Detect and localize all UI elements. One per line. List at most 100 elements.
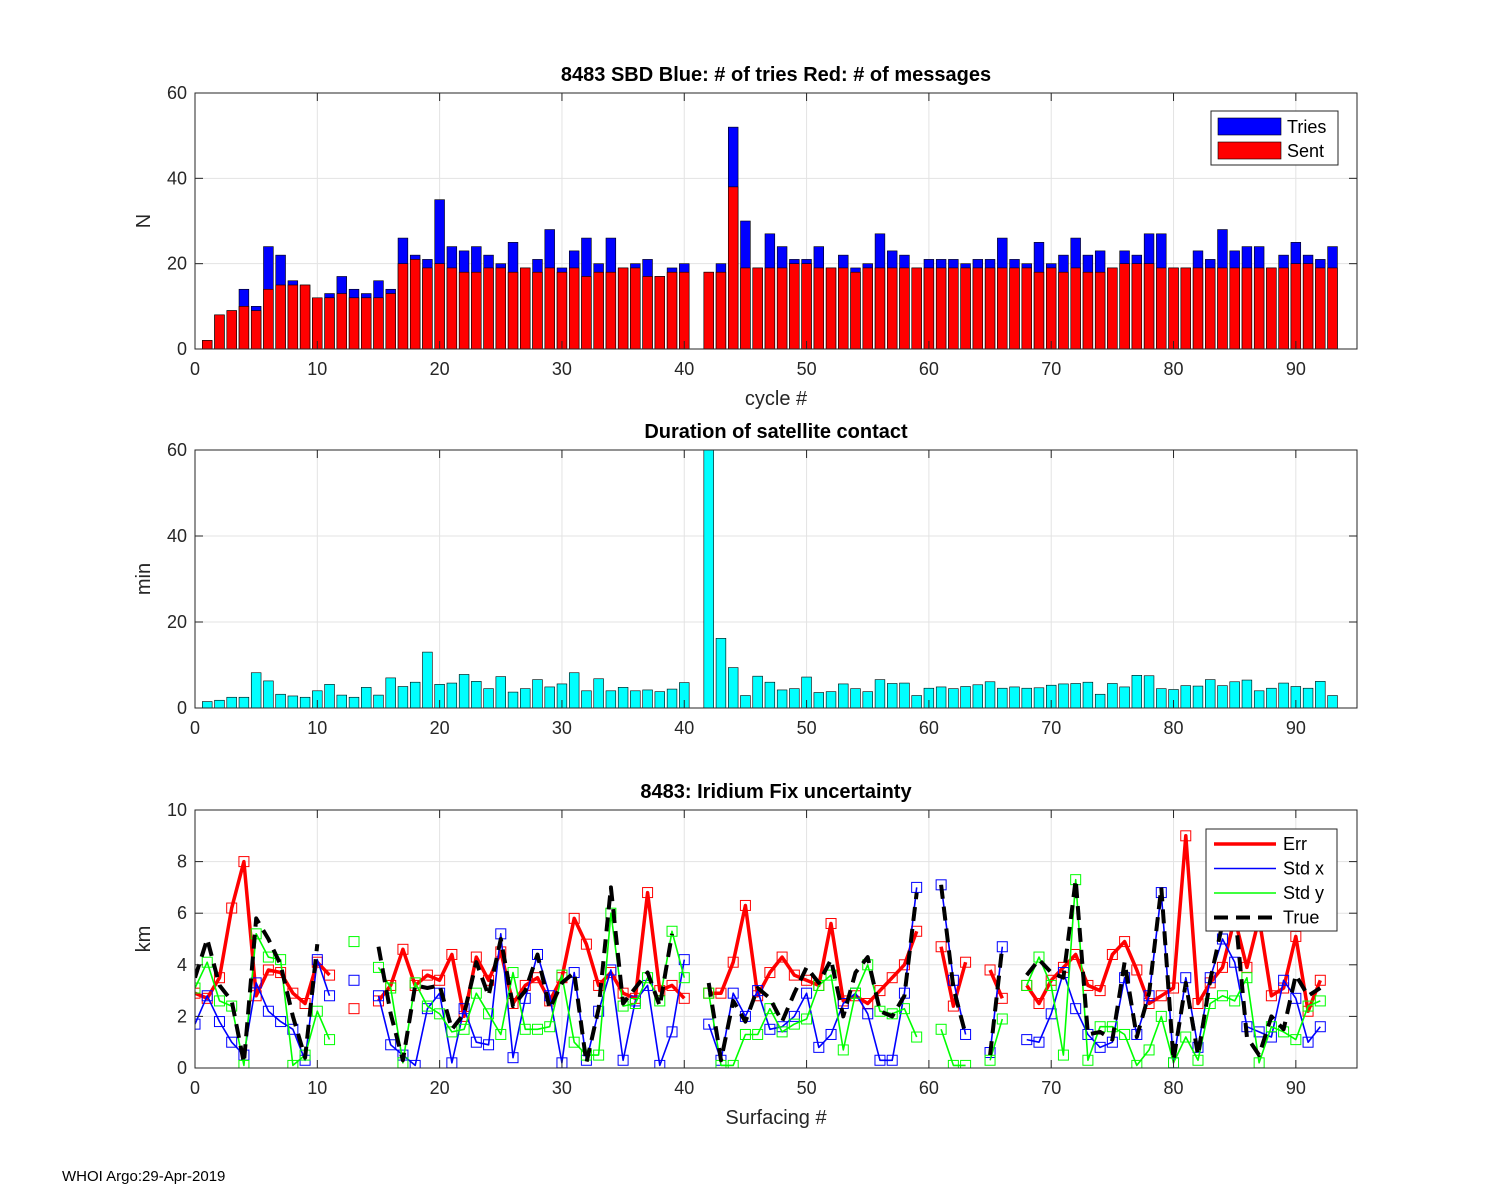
- legend: Err Std x Std y True: [1205, 828, 1338, 932]
- sent-bar: [1205, 267, 1216, 350]
- x-tick-label: 30: [552, 359, 572, 379]
- duration-bar: [740, 695, 751, 709]
- sent-bar: [483, 267, 494, 350]
- sent-bar: [348, 297, 360, 350]
- sent-bar: [874, 267, 886, 350]
- sent-bar: [507, 271, 519, 350]
- sent-bar: [361, 297, 372, 350]
- std-x-marker: [1070, 1003, 1082, 1015]
- x-tick-label: 20: [430, 1078, 450, 1098]
- sent-bar: [385, 293, 396, 350]
- sent-bar: [446, 267, 458, 350]
- x-tick-label: 80: [1164, 359, 1184, 379]
- std-y-marker: [1033, 951, 1045, 963]
- std-y-marker: [1155, 1010, 1167, 1022]
- chart-title: 8483: Iridium Fix uncertainty: [640, 781, 912, 803]
- std-x-marker: [213, 1016, 225, 1028]
- err-marker: [678, 992, 690, 1004]
- x-tick-label: 30: [552, 1078, 572, 1098]
- std-x-marker: [654, 1059, 666, 1068]
- sent-bar: [581, 276, 592, 350]
- duration-bar: [1033, 687, 1045, 709]
- sent-bar: [250, 310, 262, 350]
- duration-bar: [226, 696, 237, 709]
- duration-bar: [263, 680, 274, 709]
- sent-bar: [1217, 267, 1228, 350]
- err-marker: [984, 964, 996, 976]
- chart-title: 8483 SBD Blue: # of tries Red: # of mess…: [561, 64, 991, 86]
- std-x-marker: [1278, 974, 1290, 986]
- err-marker: [1265, 990, 1277, 1002]
- chart-title: Duration of satellite contact: [644, 421, 908, 443]
- sent-bar: [654, 276, 665, 350]
- std-y-marker: [935, 1023, 947, 1035]
- std-y-marker: [1131, 1059, 1143, 1068]
- std-x-marker: [275, 1016, 287, 1028]
- x-tick-label: 90: [1286, 359, 1306, 379]
- err-marker: [776, 951, 788, 963]
- sent-bar: [532, 271, 543, 350]
- std-x-marker: [1192, 1041, 1204, 1053]
- x-tick-label: 60: [919, 359, 939, 379]
- std-x-marker: [996, 941, 1008, 953]
- legend-label: Tries: [1287, 117, 1326, 137]
- duration-bar: [874, 679, 886, 709]
- err-marker: [446, 948, 458, 960]
- sent-bar: [923, 267, 935, 350]
- std-y-marker: [372, 961, 384, 973]
- duration-bar: [495, 676, 506, 709]
- std-y-marker: [544, 1021, 556, 1033]
- sent-bar: [679, 271, 690, 350]
- sent-bar: [825, 267, 837, 350]
- sent-bar: [899, 267, 910, 350]
- sent-bar: [1168, 267, 1179, 350]
- y-tick-label: 20: [167, 254, 187, 274]
- err-marker: [666, 979, 678, 991]
- y-tick-label: 20: [167, 612, 187, 632]
- sent-bar: [727, 186, 739, 350]
- duration-bar: [1302, 687, 1314, 709]
- duration-bar: [654, 691, 665, 709]
- sent-bar: [434, 263, 445, 350]
- std-y-marker: [1045, 979, 1057, 991]
- x-tick-label: 10: [307, 718, 327, 738]
- sent-bar: [789, 263, 800, 350]
- sent-bar: [275, 284, 286, 350]
- sent-bar: [593, 271, 604, 350]
- std-x-marker: [195, 1018, 201, 1030]
- err-marker: [1119, 936, 1131, 948]
- x-tick-label: 90: [1286, 718, 1306, 738]
- std-x-marker: [874, 1054, 886, 1066]
- duration-bar: [446, 682, 458, 709]
- duration-bar: [202, 701, 213, 709]
- duration-bar: [409, 681, 421, 709]
- std-y-marker: [483, 1008, 495, 1020]
- std-x-marker: [201, 990, 213, 1002]
- std-y-marker: [1302, 1000, 1314, 1012]
- y-tick-label: 10: [167, 800, 187, 820]
- duration-bar: [789, 688, 800, 709]
- std-x-marker: [1033, 1036, 1045, 1048]
- err-marker: [727, 956, 739, 968]
- std-x-marker: [666, 1026, 678, 1038]
- std-x-marker: [1094, 1041, 1106, 1053]
- sent-bar: [1315, 267, 1326, 350]
- sent-bar: [801, 263, 812, 350]
- duration-bar: [1119, 686, 1130, 709]
- std-x-marker: [764, 1023, 776, 1035]
- duration-bar: [1021, 687, 1032, 709]
- err-marker: [1155, 990, 1167, 1002]
- err-marker: [935, 941, 947, 953]
- x-tick-label: 60: [919, 1078, 939, 1098]
- sent-bar: [1107, 267, 1118, 350]
- y-tick-label: 4: [177, 955, 187, 975]
- sent-bar: [1327, 267, 1338, 350]
- duration-bar: [238, 696, 250, 709]
- std-y-marker: [470, 987, 482, 999]
- duration-bar: [1217, 685, 1228, 709]
- err-line: [195, 834, 1322, 1019]
- duration-bar: [581, 690, 592, 709]
- duration-bar: [960, 686, 971, 709]
- sent-bar: [630, 267, 641, 350]
- sent-bar: [960, 267, 971, 350]
